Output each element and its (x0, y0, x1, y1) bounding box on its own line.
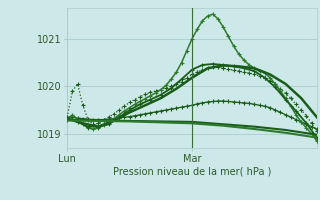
X-axis label: Pression niveau de la mer( hPa ): Pression niveau de la mer( hPa ) (113, 166, 271, 176)
